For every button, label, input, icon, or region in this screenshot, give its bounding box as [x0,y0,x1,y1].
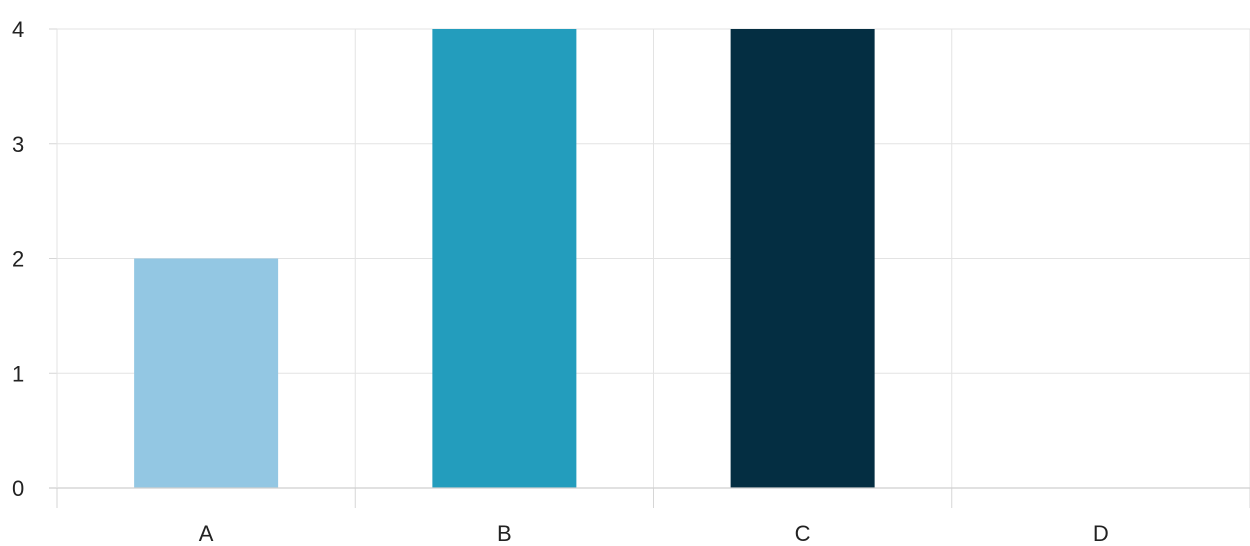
bar-b[interactable] [432,29,577,488]
bar-c[interactable] [730,29,875,488]
y-tick-label: 2 [12,247,24,272]
y-tick-label: 0 [12,476,24,501]
x-tick-label: C [795,521,811,546]
bar-a[interactable] [134,258,279,489]
y-tick-label: 1 [12,361,24,386]
x-tick-label: A [199,521,214,546]
axis-layer [49,28,1250,508]
bar-layer [134,29,875,488]
y-tick-label: 4 [12,17,24,42]
y-tick-label: 3 [12,132,24,157]
label-layer: 0 1 2 3 4 A B C D [12,17,1109,546]
x-tick-label: B [497,521,512,546]
x-tick-label: D [1093,521,1109,546]
